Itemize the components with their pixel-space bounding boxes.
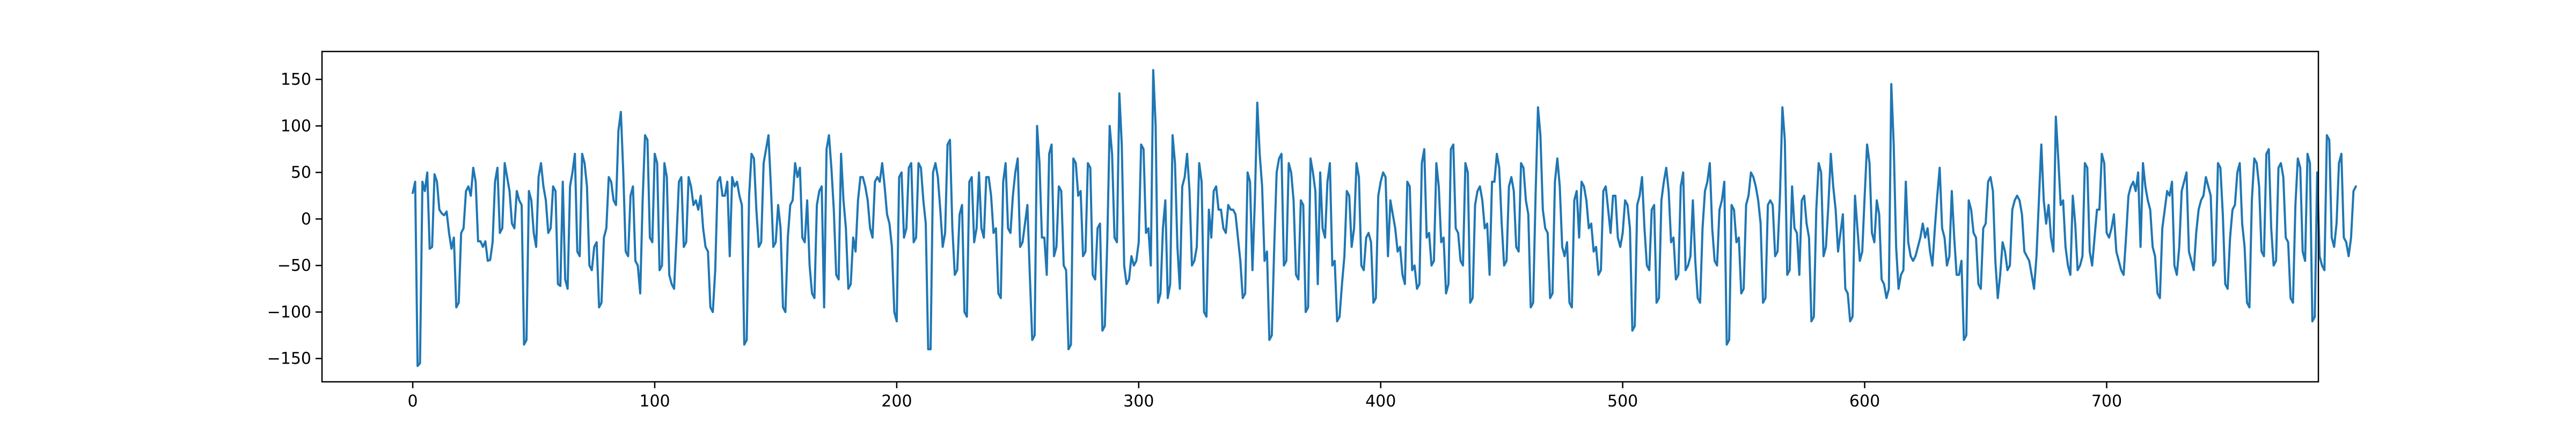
- x-tick-label: 300: [1123, 392, 1154, 411]
- y-tick-label: −100: [267, 303, 311, 322]
- x-axis: 0 100 200 300 400 500 600 700: [408, 382, 2122, 411]
- y-tick-label: 150: [281, 70, 311, 89]
- x-tick-label: 700: [2091, 392, 2122, 411]
- y-tick-label: 0: [301, 210, 311, 228]
- x-tick-label: 0: [408, 392, 418, 411]
- x-tick-label: 500: [1607, 392, 1638, 411]
- x-tick-label: 200: [881, 392, 912, 411]
- axes-frame: [321, 50, 2319, 383]
- x-tick-label: 400: [1365, 392, 1396, 411]
- y-tick-label: 100: [281, 117, 311, 136]
- y-tick-label: 50: [291, 164, 311, 182]
- x-tick-label: 100: [639, 392, 670, 411]
- y-tick-label: −150: [267, 350, 311, 368]
- x-tick-label: 600: [1849, 392, 1880, 411]
- y-axis: −150 −100 −50 0 50 100 150: [267, 70, 322, 368]
- plot-area: [321, 50, 2357, 383]
- y-tick-label: −50: [277, 256, 311, 275]
- series-line: [412, 69, 2357, 367]
